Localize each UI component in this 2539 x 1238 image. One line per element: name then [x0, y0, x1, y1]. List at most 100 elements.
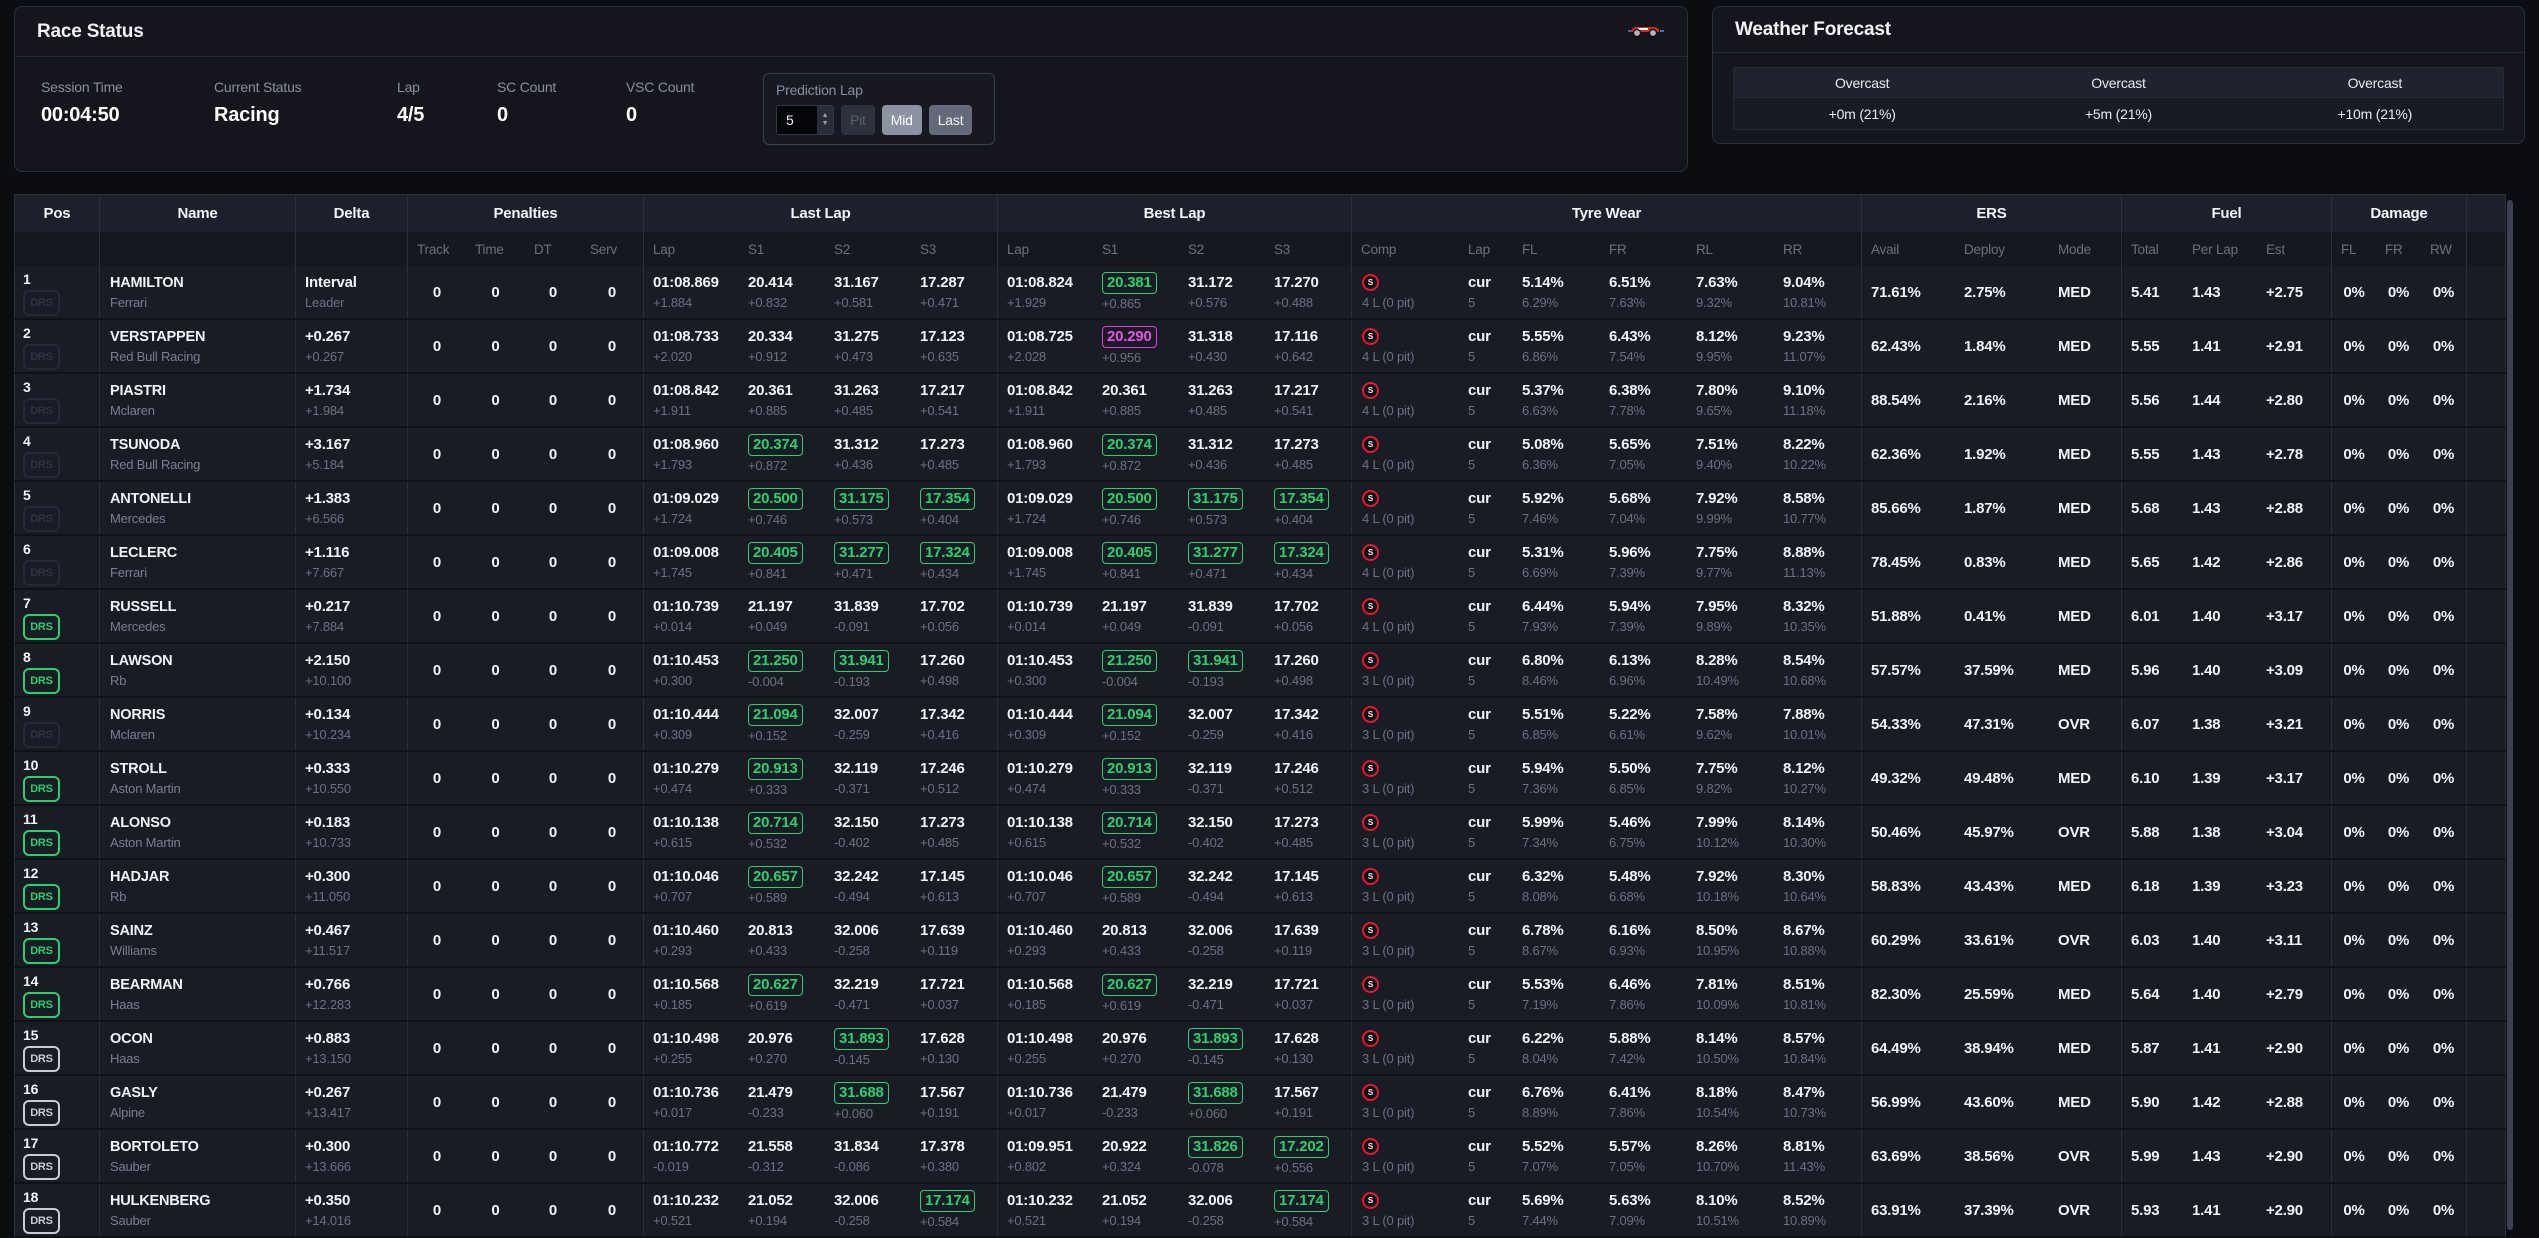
- tyre-compound-cell: S3 L (0 pit): [1351, 1130, 1459, 1182]
- delta-to-ref: +0.746: [748, 511, 825, 528]
- table-scrollbar[interactable]: [2507, 200, 2513, 1230]
- best-lap-s2-cell: 32.119-0.371: [1179, 752, 1265, 804]
- tyre-compound-cell: S3 L (0 pit): [1351, 1184, 1459, 1236]
- ers-deploy: 38.56%: [1955, 1130, 2049, 1182]
- driver-row: 6DRSLECLERCFerrari+1.116+7.667000001:09.…: [14, 536, 2506, 590]
- position-cell: 15DRS: [15, 1022, 99, 1074]
- pit-button[interactable]: Pit: [841, 105, 875, 135]
- penalty-cell: 0: [407, 536, 466, 588]
- delta-to-ref: 5: [1468, 402, 1513, 419]
- value: 5.31%: [1522, 542, 1600, 564]
- value: 8.51%: [1783, 974, 1861, 996]
- value: 5.57%: [1609, 1136, 1687, 1158]
- last-lap-s1-cell: 20.374+0.872: [739, 428, 825, 480]
- best-lap-time-cell: 01:10.498+0.255: [997, 1022, 1093, 1074]
- value: 01:10.232: [653, 1190, 739, 1212]
- tyre-lap-cell: cur5: [1459, 266, 1513, 318]
- best-lap-s2-cell: 32.007-0.259: [1179, 698, 1265, 750]
- driver-cell: LECLERCFerrari: [99, 536, 295, 588]
- delta-to-ref: -0.233: [1102, 1104, 1179, 1121]
- team-name: Mercedes: [110, 618, 295, 635]
- value: 31.175: [1188, 488, 1243, 510]
- sub-header-cell: [295, 232, 407, 266]
- delta-to-ref: +1.724: [653, 510, 739, 527]
- value: 7.63%: [1696, 272, 1774, 294]
- delta-to-ref: -0.371: [1188, 780, 1265, 797]
- ers-avail: 82.30%: [1861, 968, 1955, 1020]
- value: +0.333: [305, 758, 407, 780]
- soft-tyre-icon: S: [1362, 436, 1379, 453]
- wear-rr-cell: 8.22%10.22%: [1774, 428, 1861, 480]
- stint-label: 4 L (0 pit): [1362, 564, 1459, 581]
- fuel-est: +3.17: [2257, 590, 2331, 642]
- penalty-cell: 0: [525, 914, 581, 966]
- damage-fr-cell: 0%: [2376, 1184, 2421, 1236]
- delta-cell: +0.267+0.267: [295, 320, 407, 372]
- driver-name: HADJAR: [110, 867, 295, 888]
- value: 8.18%: [1696, 1082, 1774, 1104]
- stint-label: 3 L (0 pit): [1362, 1212, 1459, 1229]
- delta-cell: +0.183+10.733: [295, 806, 407, 858]
- ers-avail: 63.69%: [1861, 1130, 1955, 1182]
- wear-fl-cell: 5.99%7.34%: [1513, 806, 1600, 858]
- damage-fr-cell: 0%: [2376, 374, 2421, 426]
- delta-to-ref: 5: [1468, 294, 1513, 311]
- group-header-last-lap: Last Lap: [643, 195, 997, 232]
- team-name: Mclaren: [110, 726, 295, 743]
- wear-fl-cell: 6.76%8.89%: [1513, 1076, 1600, 1128]
- best-lap-s1-cell: 21.197+0.049: [1093, 590, 1179, 642]
- wear-rr-cell: 8.88%11.13%: [1774, 536, 1861, 588]
- delta-to-ref: +0.802: [1007, 1158, 1093, 1175]
- best-lap-s1-cell: 20.922+0.324: [1093, 1130, 1179, 1182]
- wear-fl-cell: 6.44%7.93%: [1513, 590, 1600, 642]
- penalty-cell: 0: [581, 752, 643, 804]
- delta-to-ref: -0.233: [748, 1104, 825, 1121]
- row-filler: [2466, 1076, 2505, 1128]
- delta-to-ref: 7.05%: [1609, 1158, 1687, 1175]
- last-lap-s3-cell: 17.273+0.485: [911, 428, 997, 480]
- team-name: Rb: [110, 672, 295, 689]
- value: 32.007: [1188, 704, 1265, 726]
- last-button[interactable]: Last: [929, 105, 973, 135]
- sub-header-cell: S1: [739, 232, 825, 266]
- tyre-compound-cell: S3 L (0 pit): [1351, 752, 1459, 804]
- value: 01:10.568: [653, 974, 739, 996]
- tyre-lap-cell: cur5: [1459, 644, 1513, 696]
- delta-to-ref: +0.512: [1274, 780, 1351, 797]
- tyre-lap-cell: cur5: [1459, 698, 1513, 750]
- best-lap-s3-cell: 17.217+0.541: [1265, 374, 1351, 426]
- delta-to-ref: 6.63%: [1522, 402, 1600, 419]
- value: 7.99%: [1696, 812, 1774, 834]
- wear-fr-cell: 6.38%7.78%: [1600, 374, 1687, 426]
- ers-avail: 50.46%: [1861, 806, 1955, 858]
- delta-to-ref: +1.984: [305, 402, 407, 419]
- penalty-cell: 0: [581, 1184, 643, 1236]
- wear-rr-cell: 8.32%10.35%: [1774, 590, 1861, 642]
- delta-to-ref: 10.68%: [1783, 672, 1861, 689]
- penalty-cell: 0: [407, 320, 466, 372]
- last-lap-s2-cell: 31.167+0.581: [825, 266, 911, 318]
- best-lap-s2-cell: 31.941-0.193: [1179, 644, 1265, 696]
- row-filler: [2466, 266, 2505, 318]
- value: cur: [1468, 704, 1513, 726]
- best-lap-s2-cell: 32.219-0.471: [1179, 968, 1265, 1020]
- value: 32.119: [834, 758, 911, 780]
- value: 5.63%: [1609, 1190, 1687, 1212]
- delta-to-ref: +0.498: [1274, 672, 1351, 689]
- delta-to-ref: 10.09%: [1696, 996, 1774, 1013]
- fuel-per-lap: 1.44: [2183, 374, 2257, 426]
- best-lap-s3-cell: 17.721+0.037: [1265, 968, 1351, 1020]
- sub-header-cell: RW: [2421, 232, 2466, 266]
- best-lap-time-cell: 01:10.736+0.017: [997, 1076, 1093, 1128]
- driver-cell: OCONHaas: [99, 1022, 295, 1074]
- team-name: Red Bull Racing: [110, 348, 295, 365]
- last-lap-s1-cell: 20.913+0.333: [739, 752, 825, 804]
- mid-button[interactable]: Mid: [882, 105, 922, 135]
- row-filler: [2466, 806, 2505, 858]
- spinner-icon[interactable]: ▲▼: [817, 106, 833, 134]
- prediction-lap-input[interactable]: 5 ▲▼: [776, 105, 834, 135]
- last-lap-s1-cell: 21.479-0.233: [739, 1076, 825, 1128]
- ers-mode: MED: [2049, 320, 2121, 372]
- value: 01:09.008: [653, 542, 739, 564]
- delta-to-ref: +0.037: [920, 996, 997, 1013]
